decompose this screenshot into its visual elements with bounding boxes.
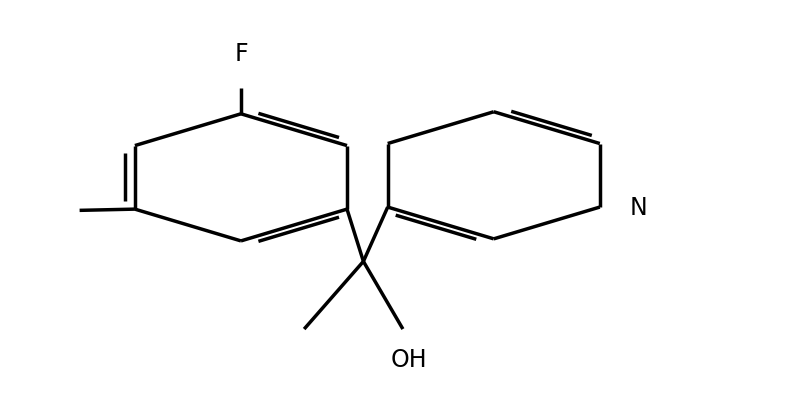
Text: F: F bbox=[234, 42, 248, 66]
Text: N: N bbox=[630, 196, 648, 220]
Text: OH: OH bbox=[391, 348, 427, 372]
